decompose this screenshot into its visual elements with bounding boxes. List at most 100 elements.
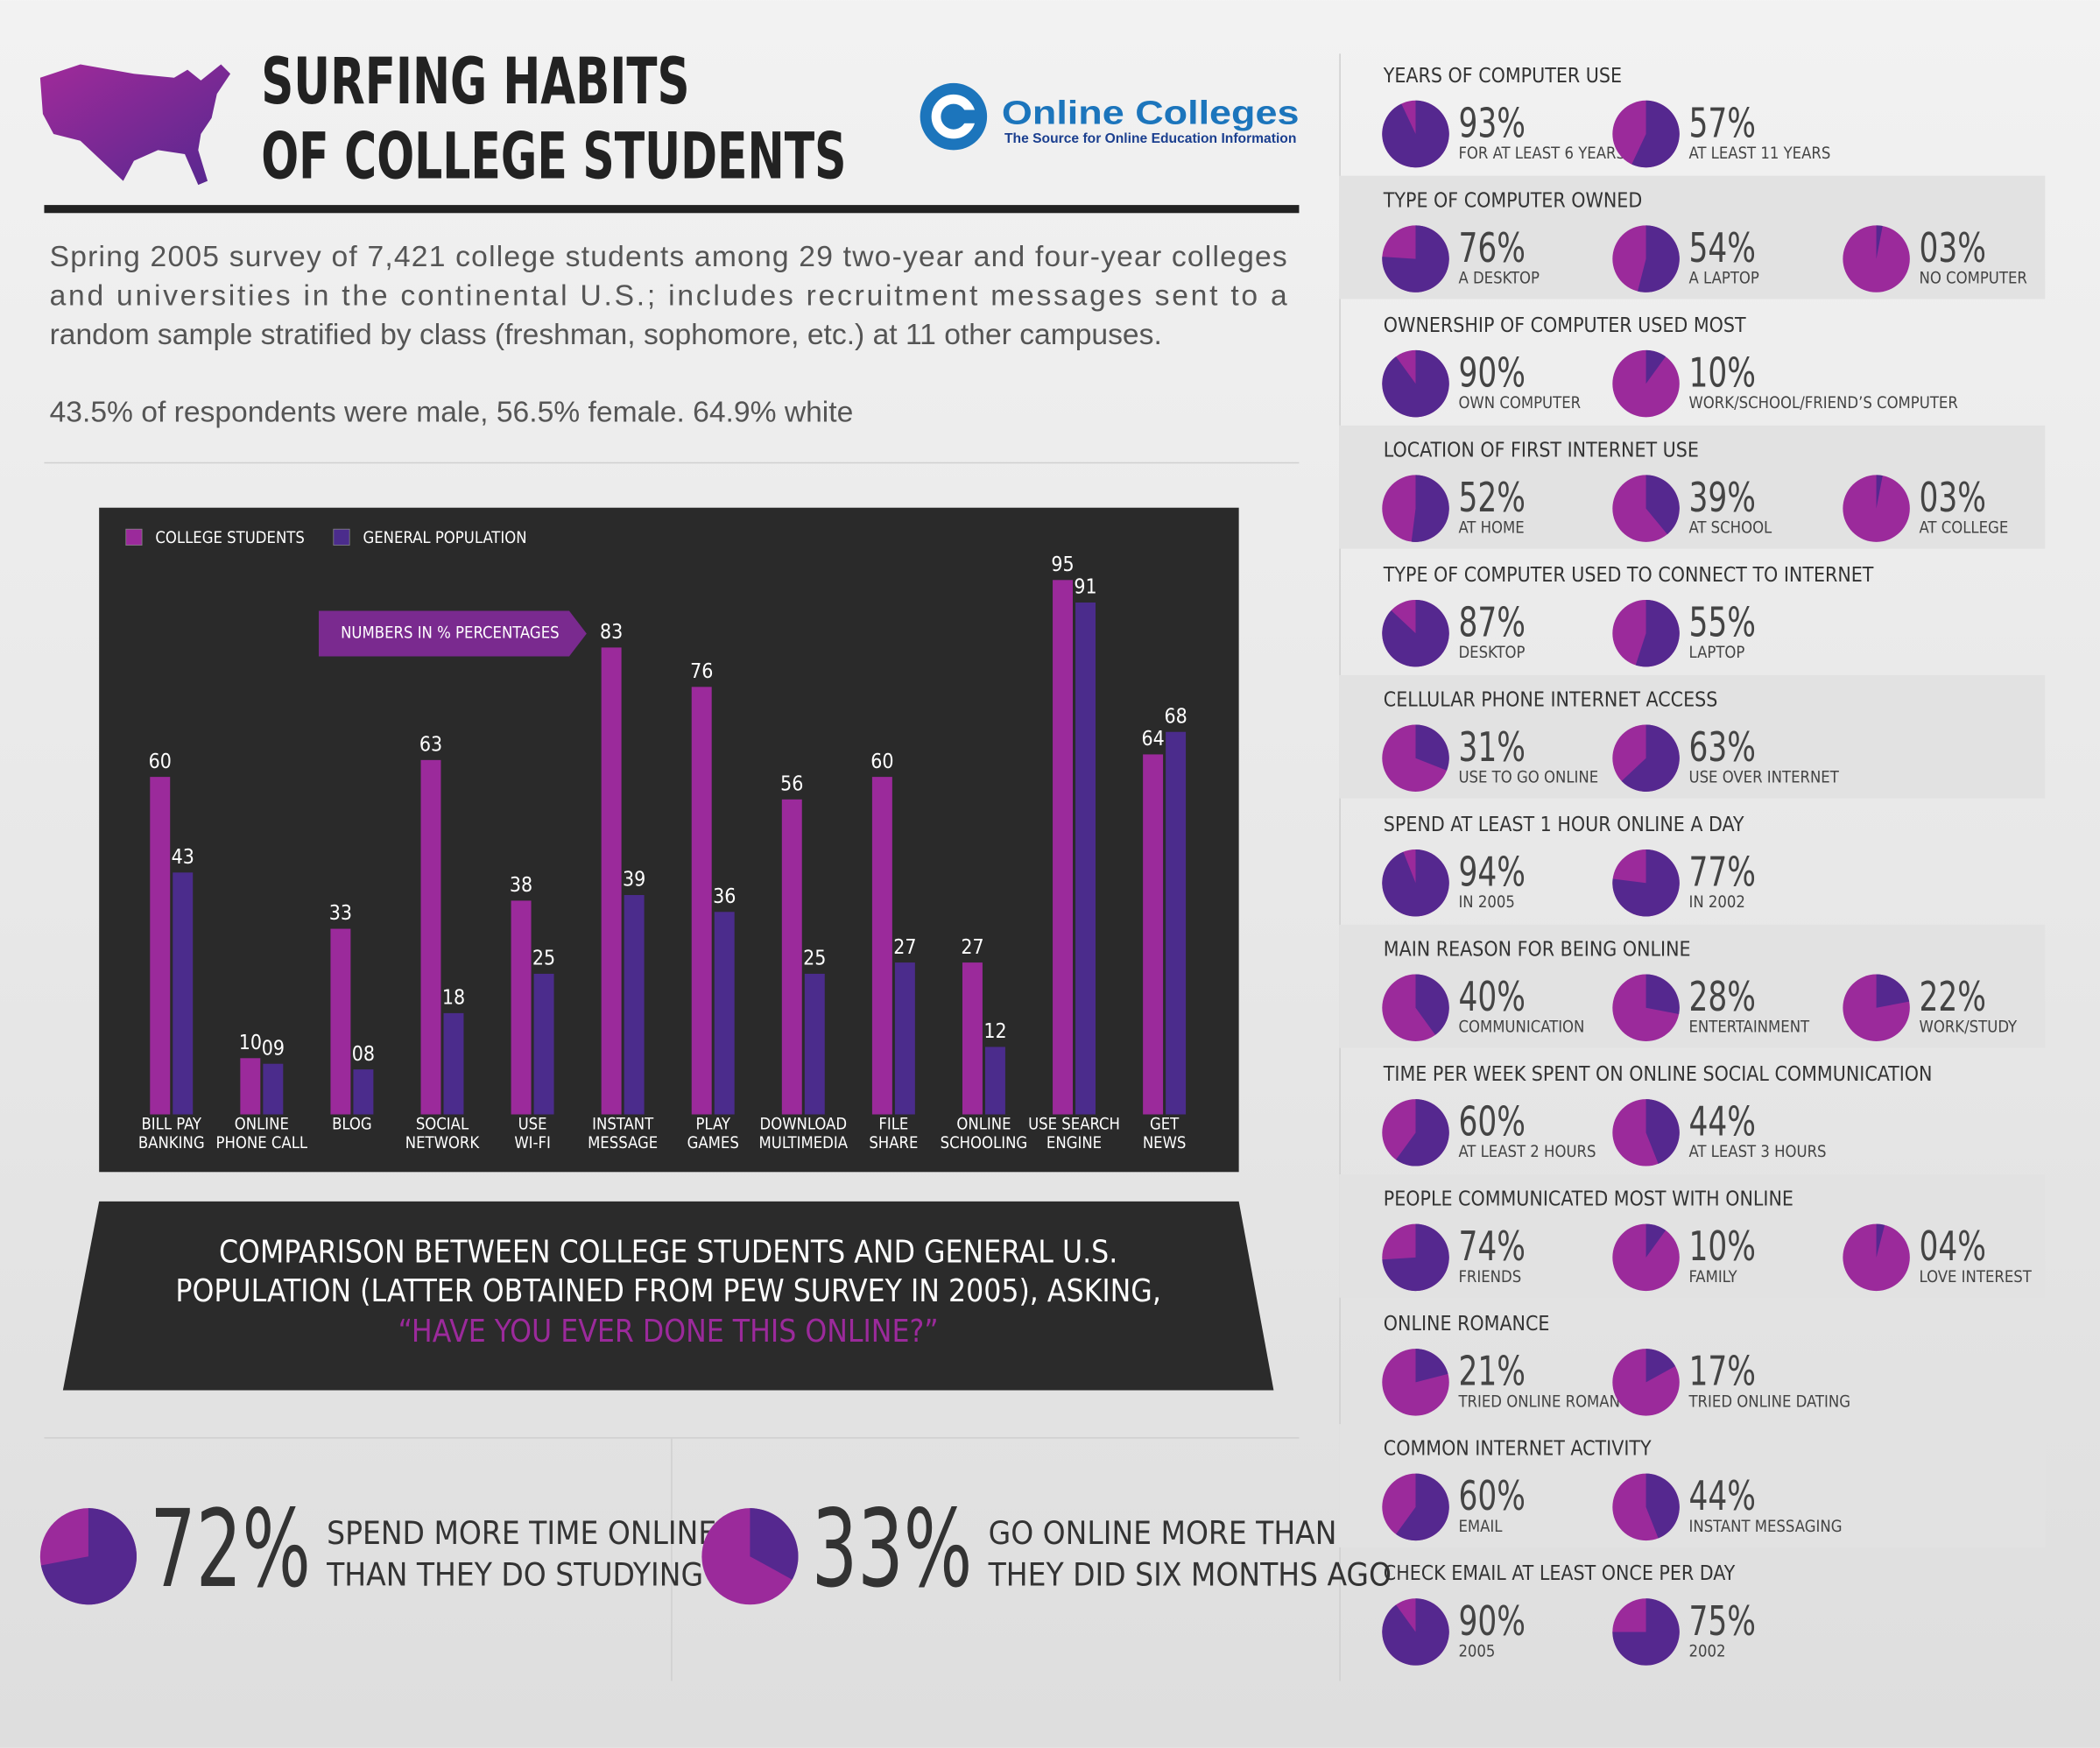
x-tick-label: NEWS	[1143, 1134, 1187, 1152]
caption-panel	[62, 1201, 1274, 1391]
panel-title: CHECK EMAIL AT LEAST ONCE PER DAY	[1384, 1562, 1736, 1585]
value-label: 76	[690, 660, 713, 683]
us-map	[39, 64, 231, 186]
stat-label: FOR AT LEAST 6 YEARS	[1458, 144, 1625, 163]
bar	[1166, 731, 1187, 1115]
panel-band	[1339, 1424, 2046, 1547]
stat-label: LOVE INTEREST	[1920, 1268, 2033, 1286]
pie-slice	[1382, 225, 1449, 293]
panel-title: CELLULAR PHONE INTERNET ACCESS	[1384, 688, 1718, 711]
bar	[714, 912, 735, 1115]
value-label: 60	[149, 751, 172, 773]
x-tick-label: MULTIMEDIA	[759, 1134, 849, 1152]
stat-value: 28%	[1688, 973, 1755, 1020]
x-tick-label: DOWNLOAD	[760, 1116, 848, 1134]
value-label: 91	[1074, 576, 1096, 599]
pie-slice	[1645, 1099, 1680, 1164]
bar	[871, 777, 892, 1115]
value-label: 08	[352, 1043, 375, 1066]
x-tick-label: SOCIAL	[416, 1116, 469, 1134]
logo-mark	[920, 82, 988, 151]
stat-label: IN 2002	[1688, 893, 1744, 912]
stat-label: AT LEAST 11 YEARS	[1688, 144, 1830, 163]
highlight-value: 72%	[150, 1486, 311, 1611]
logo-tagline: The Source for Online Education Informat…	[1004, 131, 1296, 146]
title-rule	[44, 205, 1300, 214]
legend-label: COLLEGE STUDENTS	[155, 529, 304, 547]
stat-value: 44%	[1688, 1472, 1755, 1519]
pie-slice	[1396, 1473, 1449, 1541]
bar	[533, 973, 554, 1115]
pie-slice	[1645, 349, 1667, 384]
logo-name: Online Colleges	[1002, 95, 1300, 132]
x-tick-label: MESSAGE	[588, 1134, 658, 1152]
stat-label: AT SCHOOL	[1688, 519, 1772, 538]
stat-value: 22%	[1920, 973, 1986, 1020]
value-label: 25	[803, 948, 826, 970]
bar	[330, 928, 351, 1115]
highlight-text: SPEND MORE TIME ONLINE	[327, 1514, 716, 1552]
intro-text: random sample stratified by class (fresh…	[50, 319, 1162, 351]
value-label: 33	[329, 902, 352, 925]
x-tick-label: BANKING	[138, 1134, 205, 1152]
x-tick-label: PLAY	[695, 1116, 730, 1134]
x-tick-label: NETWORK	[405, 1134, 481, 1152]
stat-label: AT LEAST 2 HOURS	[1458, 1143, 1596, 1161]
value-label: 83	[600, 621, 623, 644]
chart-note: NUMBERS IN % PERCENTAGES	[341, 624, 560, 642]
stat-label: AT LEAST 3 HOURS	[1688, 1143, 1826, 1161]
value-label: 12	[983, 1020, 1006, 1043]
value-label: 95	[1051, 553, 1074, 576]
x-tick-label: GET	[1150, 1116, 1180, 1134]
stat-value: 10%	[1688, 349, 1755, 396]
value-label: 27	[893, 936, 916, 959]
stat-value: 75%	[1688, 1597, 1755, 1645]
value-label: 10	[239, 1032, 262, 1054]
stat-label: FAMILY	[1688, 1268, 1737, 1286]
x-tick-label: SCHOOLING	[941, 1134, 1028, 1152]
value-label: 25	[532, 948, 555, 970]
pie-slice	[1645, 475, 1680, 535]
bar	[1053, 580, 1073, 1115]
stat-label: NO COMPUTER	[1920, 270, 2027, 288]
stat-value: 39%	[1688, 474, 1755, 521]
panel-title: OWNERSHIP OF COMPUTER USED MOST	[1384, 314, 1746, 337]
demographics: 43.5% of respondents were male, 56.5% fe…	[50, 397, 854, 429]
plot-panel	[99, 507, 1239, 1173]
note-arrow	[318, 610, 587, 657]
pie-slice	[1415, 974, 1449, 1035]
stat-label: A DESKTOP	[1458, 270, 1540, 288]
stat-value: 44%	[1688, 1098, 1755, 1145]
pie-slice	[1382, 1598, 1449, 1666]
pie-slice	[1631, 100, 1680, 168]
pie-slice	[1876, 225, 1883, 259]
stat-label: IN 2005	[1458, 893, 1514, 912]
panel-title: TYPE OF COMPUTER USED TO CONNECT TO INTE…	[1383, 564, 1874, 587]
stat-value: 90%	[1458, 1597, 1525, 1645]
pie-slice	[1382, 599, 1449, 667]
pie-slice	[1645, 974, 1680, 1014]
bar	[420, 759, 441, 1115]
x-tick-label: PHONE CALL	[216, 1134, 308, 1152]
pie-slice	[1382, 849, 1449, 917]
bar	[1143, 754, 1164, 1115]
stat-value: 21%	[1458, 1348, 1525, 1395]
bar	[1075, 603, 1096, 1115]
value-label: 36	[713, 885, 736, 908]
panel-title: YEARS OF COMPUTER USE	[1383, 65, 1622, 88]
stat-label: ENTERTAINMENT	[1688, 1018, 1810, 1037]
stat-value: 90%	[1458, 349, 1525, 396]
x-tick-label: GAMES	[687, 1134, 739, 1152]
value-label: 60	[870, 751, 893, 773]
stat-label: WORK/SCHOOL/FRIEND’S COMPUTER	[1688, 394, 1957, 412]
x-tick-label: WI-FI	[514, 1134, 551, 1152]
caption: POPULATION (LATTER OBTAINED FROM PEW SUR…	[175, 1273, 1160, 1309]
divider	[671, 1438, 673, 1681]
legend-swatch	[125, 528, 143, 546]
stat-value: 40%	[1458, 973, 1525, 1020]
panel-title: MAIN REASON FOR BEING ONLINE	[1384, 939, 1691, 962]
value-label: 39	[623, 869, 645, 892]
logo-cut	[962, 109, 983, 123]
x-tick-label: USE	[518, 1116, 547, 1134]
stat-label: 2002	[1688, 1642, 1725, 1660]
